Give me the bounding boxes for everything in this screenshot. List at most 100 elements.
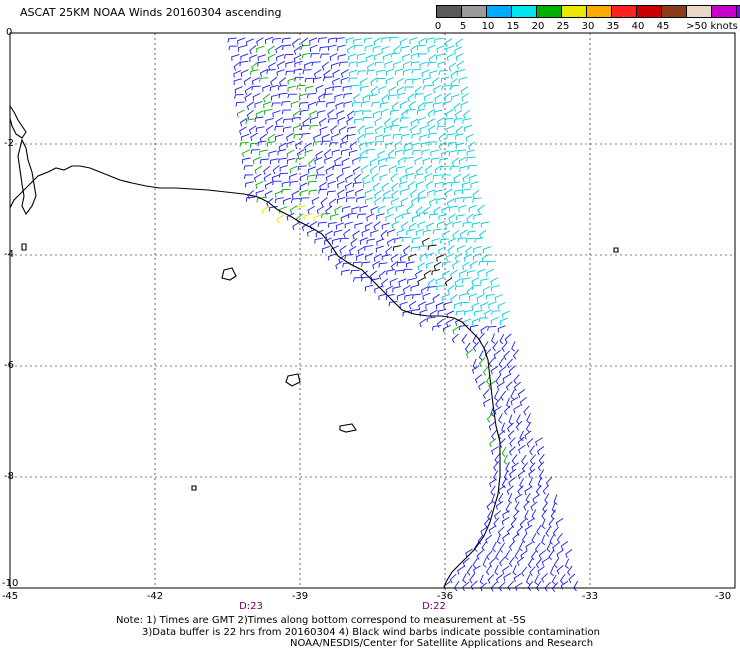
wind-barb bbox=[411, 52, 420, 60]
wind-barb bbox=[310, 53, 320, 58]
wind-barb bbox=[434, 181, 444, 188]
wind-barb bbox=[263, 101, 272, 109]
wind-barb bbox=[433, 85, 442, 94]
wind-barb bbox=[257, 54, 266, 62]
wind-barb bbox=[365, 54, 374, 62]
wind-barb bbox=[410, 44, 418, 54]
wind-barb bbox=[466, 286, 474, 296]
wind-barb bbox=[422, 292, 431, 301]
wind-barb bbox=[485, 293, 495, 300]
wind-barb bbox=[411, 69, 421, 74]
wind-barb bbox=[507, 493, 513, 504]
wind-barb bbox=[526, 413, 531, 424]
wind-barb bbox=[375, 245, 385, 253]
wind-barb bbox=[396, 77, 405, 87]
wind-barb bbox=[402, 212, 411, 219]
wind-barb bbox=[442, 181, 452, 188]
wind-barb bbox=[530, 550, 537, 561]
legend-label: 0 bbox=[434, 21, 442, 32]
wind-barb bbox=[455, 142, 465, 149]
wind-barb bbox=[460, 301, 470, 307]
wind-barb bbox=[505, 381, 513, 391]
wind-barb bbox=[307, 180, 317, 186]
wind-barb bbox=[427, 108, 435, 118]
wind-barb bbox=[479, 229, 487, 239]
wind-barb bbox=[377, 158, 387, 165]
wind-barb bbox=[541, 509, 548, 520]
wind-barb bbox=[473, 213, 482, 220]
wind-barb bbox=[407, 277, 416, 285]
wind-barb bbox=[427, 285, 437, 292]
wind-barb bbox=[364, 189, 373, 197]
wind-barb bbox=[454, 189, 463, 196]
wind-barb bbox=[549, 565, 555, 577]
wind-barb bbox=[502, 374, 511, 383]
island-a bbox=[221, 267, 237, 281]
wind-barb bbox=[292, 124, 301, 133]
wind-barb bbox=[427, 61, 437, 67]
wind-barb bbox=[498, 429, 506, 440]
wind-barb bbox=[344, 221, 354, 229]
wind-barb bbox=[434, 165, 443, 174]
wind-barb bbox=[281, 109, 292, 115]
wind-barb bbox=[411, 149, 422, 155]
wind-barb bbox=[257, 61, 267, 67]
wind-barb bbox=[512, 349, 519, 360]
lat-tick-label: -6 bbox=[4, 360, 14, 371]
wind-barb bbox=[300, 44, 311, 50]
wind-barb bbox=[498, 366, 507, 376]
wind-barb bbox=[341, 157, 350, 166]
wind-barb bbox=[244, 86, 253, 95]
wind-barb bbox=[382, 134, 392, 141]
wind-barb bbox=[454, 46, 463, 55]
wind-barb bbox=[281, 181, 291, 188]
wind-barb bbox=[480, 278, 489, 285]
wind-barb bbox=[472, 189, 480, 199]
wind-barb bbox=[396, 166, 405, 173]
note-line-1: Note: 1) Times are GMT 2)Times along bot… bbox=[116, 615, 526, 626]
wind-barb bbox=[246, 109, 254, 120]
wind-barb bbox=[421, 149, 430, 156]
wind-barb bbox=[510, 396, 519, 406]
wind-barb bbox=[451, 157, 459, 167]
wind-barb bbox=[410, 61, 420, 67]
wind-barb bbox=[357, 134, 365, 143]
wind-barb bbox=[402, 268, 413, 274]
wind-barb bbox=[415, 166, 423, 176]
wind-barb bbox=[373, 52, 382, 61]
wind-barb bbox=[319, 126, 328, 134]
wind-barb bbox=[546, 541, 552, 553]
wind-barb bbox=[340, 140, 349, 149]
map-title: ASCAT 25KM NOAA Winds 20160304 ascending bbox=[20, 6, 282, 19]
legend-swatch bbox=[736, 5, 740, 18]
wind-barb bbox=[315, 174, 325, 179]
wind-barb bbox=[511, 462, 519, 472]
wind-barb bbox=[478, 260, 488, 266]
wind-barb bbox=[269, 84, 279, 92]
wind-barb bbox=[526, 437, 534, 448]
wind-barb bbox=[560, 541, 569, 550]
wind-barb bbox=[425, 37, 435, 44]
wind-barb bbox=[381, 278, 389, 288]
wind-barb bbox=[281, 100, 291, 107]
wind-barb bbox=[488, 301, 497, 309]
wind-barb bbox=[254, 116, 264, 122]
wind-barb bbox=[402, 68, 412, 76]
wind-barb bbox=[361, 276, 371, 282]
wind-barb bbox=[321, 140, 331, 146]
wind-barb bbox=[291, 38, 299, 48]
island-f bbox=[613, 247, 619, 253]
wind-barb bbox=[360, 165, 369, 174]
wind-barb bbox=[322, 76, 333, 82]
wind-barb bbox=[350, 84, 360, 90]
wind-barb bbox=[424, 101, 434, 108]
wind-barb bbox=[259, 158, 269, 164]
wind-barb bbox=[462, 581, 470, 591]
wind-barb bbox=[498, 493, 504, 504]
wind-barb bbox=[529, 445, 535, 456]
wind-barb bbox=[444, 188, 453, 198]
wind-barb bbox=[352, 181, 362, 188]
wind-barb bbox=[325, 173, 334, 182]
wind-barb bbox=[318, 117, 327, 127]
wind-barb bbox=[287, 77, 296, 85]
